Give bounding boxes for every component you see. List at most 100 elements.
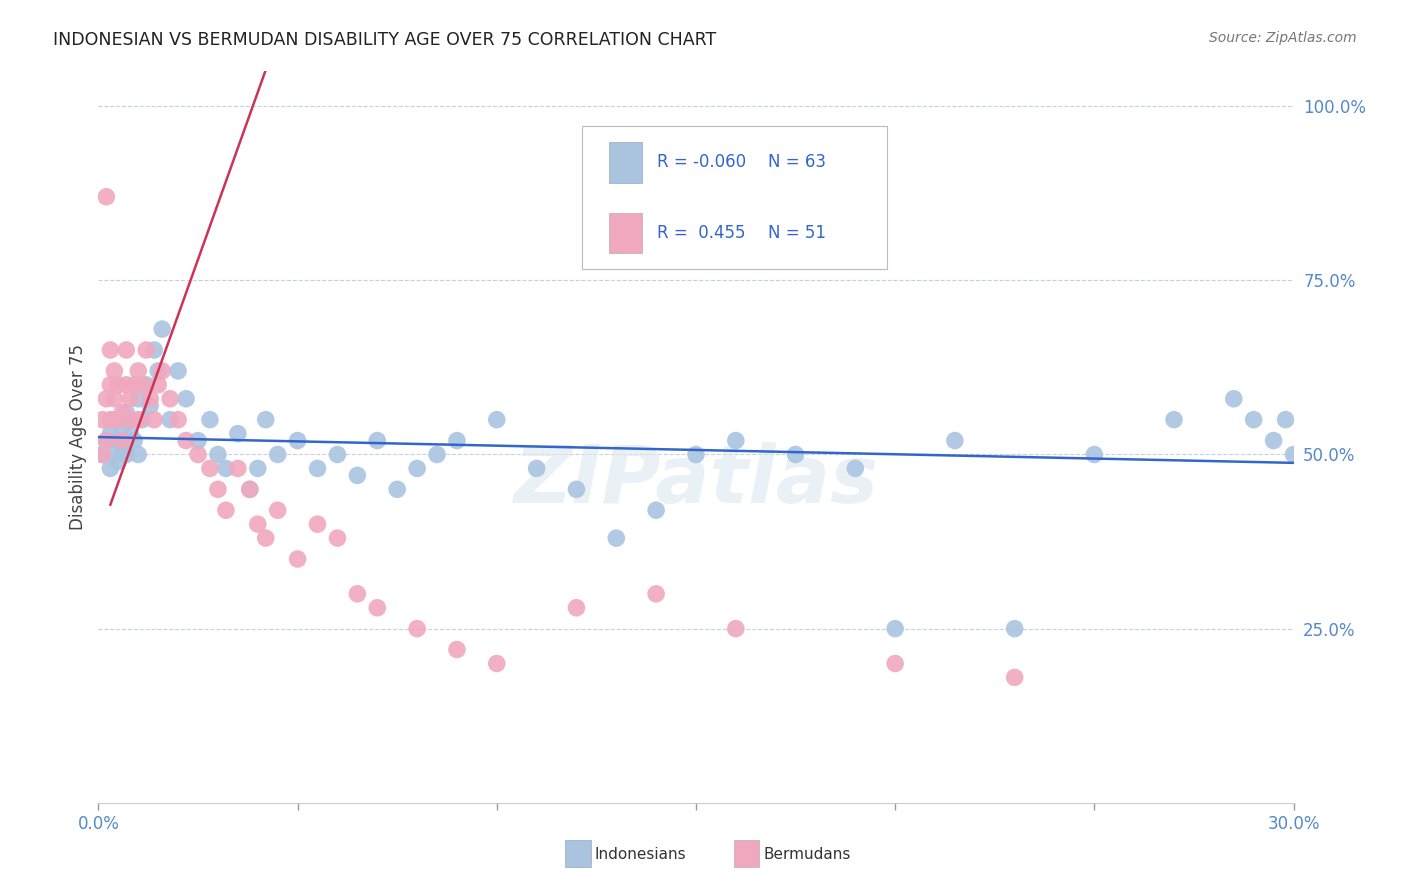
Point bbox=[307, 517, 329, 532]
Point bbox=[91, 448, 114, 462]
Point bbox=[645, 503, 668, 517]
Point bbox=[91, 412, 114, 426]
Point bbox=[167, 412, 190, 426]
Point bbox=[111, 434, 134, 448]
Point bbox=[124, 434, 146, 448]
Point bbox=[485, 412, 508, 426]
Point bbox=[187, 448, 209, 462]
Point bbox=[111, 441, 134, 455]
Point bbox=[159, 392, 181, 406]
Point bbox=[565, 483, 588, 497]
Point bbox=[267, 503, 290, 517]
Point bbox=[307, 461, 329, 475]
Point bbox=[645, 587, 668, 601]
Point bbox=[884, 657, 907, 671]
Point bbox=[98, 377, 122, 392]
Point bbox=[1263, 434, 1285, 448]
Y-axis label: Disability Age Over 75: Disability Age Over 75 bbox=[69, 344, 87, 530]
Point bbox=[139, 399, 162, 413]
Point bbox=[115, 406, 138, 420]
Point bbox=[1274, 412, 1296, 426]
Point bbox=[135, 377, 157, 392]
Point bbox=[1163, 412, 1185, 426]
FancyBboxPatch shape bbox=[609, 212, 643, 252]
Text: Source: ZipAtlas.com: Source: ZipAtlas.com bbox=[1209, 31, 1357, 45]
Point bbox=[91, 448, 114, 462]
Point bbox=[111, 406, 134, 420]
Point bbox=[103, 392, 125, 406]
Point bbox=[115, 377, 138, 392]
Point bbox=[1282, 448, 1305, 462]
Point bbox=[107, 454, 129, 468]
Point bbox=[239, 483, 262, 497]
Point bbox=[98, 343, 122, 357]
FancyBboxPatch shape bbox=[609, 143, 643, 183]
Point bbox=[159, 412, 181, 426]
Point bbox=[254, 412, 277, 426]
Point bbox=[485, 657, 508, 671]
Point bbox=[239, 483, 262, 497]
Point bbox=[1083, 448, 1105, 462]
Point bbox=[98, 412, 122, 426]
Point bbox=[96, 190, 118, 204]
Text: INDONESIAN VS BERMUDAN DISABILITY AGE OVER 75 CORRELATION CHART: INDONESIAN VS BERMUDAN DISABILITY AGE OV… bbox=[53, 31, 717, 49]
Point bbox=[287, 552, 309, 566]
Point bbox=[103, 448, 125, 462]
Point bbox=[207, 483, 229, 497]
Point bbox=[346, 587, 368, 601]
Point bbox=[366, 434, 388, 448]
Point bbox=[526, 461, 548, 475]
Point bbox=[215, 503, 238, 517]
Point bbox=[1004, 670, 1026, 684]
Text: Indonesians: Indonesians bbox=[595, 847, 686, 862]
Point bbox=[1004, 622, 1026, 636]
Point bbox=[198, 461, 221, 475]
Point bbox=[127, 448, 149, 462]
Point bbox=[143, 412, 166, 426]
Point bbox=[111, 419, 134, 434]
Point bbox=[127, 364, 149, 378]
Text: R =  0.455: R = 0.455 bbox=[657, 224, 745, 242]
Point bbox=[326, 531, 349, 545]
Point bbox=[198, 412, 221, 426]
Text: N = 63: N = 63 bbox=[768, 153, 825, 171]
Point bbox=[1243, 412, 1265, 426]
Point bbox=[124, 377, 146, 392]
Point bbox=[724, 622, 747, 636]
Point bbox=[131, 412, 153, 426]
Point bbox=[107, 434, 129, 448]
Point bbox=[226, 461, 249, 475]
Point bbox=[406, 622, 429, 636]
Text: N = 51: N = 51 bbox=[768, 224, 825, 242]
Point bbox=[246, 461, 269, 475]
Point bbox=[96, 434, 118, 448]
Point bbox=[346, 468, 368, 483]
Point bbox=[96, 434, 118, 448]
Point bbox=[115, 343, 138, 357]
Point bbox=[174, 434, 197, 448]
Point bbox=[785, 448, 807, 462]
Point bbox=[246, 517, 269, 532]
Point bbox=[167, 364, 190, 378]
FancyBboxPatch shape bbox=[582, 127, 887, 268]
Point bbox=[96, 392, 118, 406]
Text: R = -0.060: R = -0.060 bbox=[657, 153, 745, 171]
Point bbox=[148, 377, 170, 392]
Point bbox=[127, 392, 149, 406]
Point bbox=[131, 377, 153, 392]
Point bbox=[605, 531, 627, 545]
Point bbox=[143, 343, 166, 357]
Point bbox=[98, 426, 122, 441]
Point bbox=[254, 531, 277, 545]
Point bbox=[215, 461, 238, 475]
Point bbox=[884, 622, 907, 636]
Point bbox=[148, 364, 170, 378]
Point bbox=[446, 642, 468, 657]
Point bbox=[135, 343, 157, 357]
Point bbox=[120, 412, 142, 426]
Point bbox=[943, 434, 966, 448]
Point bbox=[844, 461, 866, 475]
Text: ZIPatlas: ZIPatlas bbox=[513, 442, 879, 520]
Point bbox=[187, 434, 209, 448]
Point bbox=[446, 434, 468, 448]
